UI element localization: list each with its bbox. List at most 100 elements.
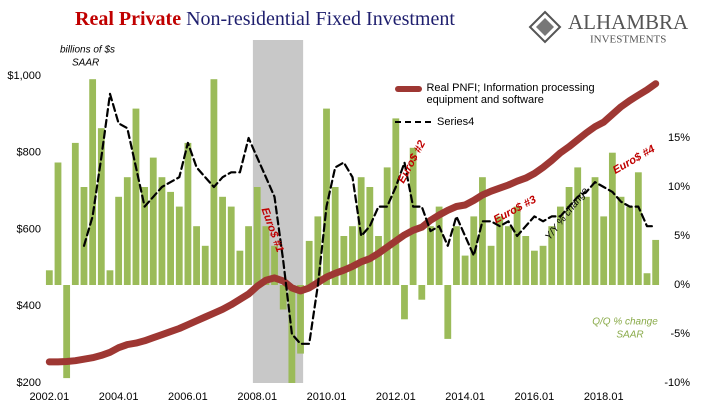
y-tick-label: $800 xyxy=(17,147,41,159)
bar xyxy=(219,196,226,285)
bar xyxy=(652,239,660,285)
y2-tick-label: -5% xyxy=(670,328,690,340)
bar xyxy=(565,187,573,285)
x-tick-label: 2010.01 xyxy=(307,391,347,403)
bar xyxy=(80,187,88,285)
bar xyxy=(184,142,192,285)
bar xyxy=(236,250,244,285)
bar xyxy=(115,196,123,285)
title-part: Non-residential Fixed Investment xyxy=(186,8,455,30)
line xyxy=(45,80,660,366)
bar xyxy=(643,273,651,285)
bar xyxy=(444,285,452,339)
legend-label: Series4 xyxy=(437,116,475,128)
bar xyxy=(418,285,426,300)
legend-item: Series4 xyxy=(395,116,635,128)
x-tick-label: 2006.01 xyxy=(168,391,208,403)
legend-label: Real PNFI; Information processing equipm… xyxy=(426,82,595,106)
dashed-line xyxy=(82,92,657,345)
bar xyxy=(54,162,62,285)
bar xyxy=(123,177,131,285)
bar xyxy=(487,245,495,285)
bar xyxy=(375,236,382,285)
x-tick-label: 2014.01 xyxy=(445,391,485,403)
bar xyxy=(383,167,391,285)
y-tick-label: $200 xyxy=(17,377,41,389)
bar xyxy=(279,285,287,310)
bar xyxy=(314,216,322,285)
bar xyxy=(167,191,174,285)
bar xyxy=(582,196,590,285)
annotation: Q/Q % change xyxy=(592,317,658,328)
legend-swatch xyxy=(395,86,423,92)
x-tick-label: 2018.01 xyxy=(584,391,624,403)
annotation: SAAR xyxy=(72,58,99,69)
y2-tick-label: 15% xyxy=(668,132,690,144)
bar xyxy=(427,226,434,285)
y-tick-label: $1,000 xyxy=(7,70,41,82)
bar xyxy=(522,236,530,285)
x-tick-label: 2016.01 xyxy=(515,391,555,403)
y2-tick-label: 10% xyxy=(668,181,690,193)
bar xyxy=(513,206,521,285)
bar xyxy=(210,79,218,285)
bar xyxy=(608,152,616,285)
legend: Real PNFI; Information processing equipm… xyxy=(395,82,635,128)
annotation: Euro$ #4 xyxy=(611,143,657,177)
bar xyxy=(470,216,478,285)
bar xyxy=(634,172,642,285)
bar xyxy=(574,167,582,285)
bar xyxy=(591,177,599,285)
bar xyxy=(496,216,504,285)
chart-title: Real Private Non-residential Fixed Invest… xyxy=(75,8,455,30)
bar xyxy=(401,285,408,320)
bar xyxy=(297,285,304,354)
x-tick-label: 2004.01 xyxy=(99,391,139,403)
bar xyxy=(435,206,443,285)
bar xyxy=(141,187,149,285)
bar xyxy=(539,245,547,285)
bar xyxy=(175,206,183,285)
bar xyxy=(531,250,538,285)
bar xyxy=(617,196,625,285)
x-tick-label: 2012.01 xyxy=(376,391,416,403)
y-tick-label: $600 xyxy=(17,223,41,235)
bar xyxy=(409,147,417,285)
logo xyxy=(528,10,562,44)
title-part: Real Private xyxy=(75,8,181,30)
y2-tick-label: 0% xyxy=(674,279,690,291)
bar xyxy=(158,177,166,285)
bar xyxy=(71,142,79,285)
bar xyxy=(349,226,356,285)
bar xyxy=(479,177,486,285)
bar xyxy=(45,270,53,285)
bar xyxy=(245,226,252,285)
y2-tick-label: -10% xyxy=(664,377,690,389)
legend-item: Real PNFI; Information processing equipm… xyxy=(395,82,635,106)
bar xyxy=(461,255,469,285)
bar xyxy=(392,118,400,286)
bar xyxy=(366,187,374,285)
bar xyxy=(193,226,200,285)
bar xyxy=(149,157,157,285)
x-tick-label: 2008.01 xyxy=(237,391,277,403)
bar xyxy=(626,206,634,285)
bar xyxy=(63,285,71,379)
bar xyxy=(271,245,278,285)
bar xyxy=(453,226,460,285)
bar xyxy=(548,226,556,285)
bar xyxy=(331,187,339,285)
bar xyxy=(323,108,330,285)
logo-sub: INVESTMENTS xyxy=(590,34,666,46)
bar xyxy=(505,226,512,285)
bar xyxy=(253,187,261,285)
bar xyxy=(556,206,564,285)
bar xyxy=(201,245,209,285)
bar xyxy=(305,240,313,285)
bar xyxy=(132,108,140,285)
bar xyxy=(600,216,608,285)
y-tick-label: $400 xyxy=(17,300,41,312)
x-tick-label: 2002.01 xyxy=(29,391,69,403)
